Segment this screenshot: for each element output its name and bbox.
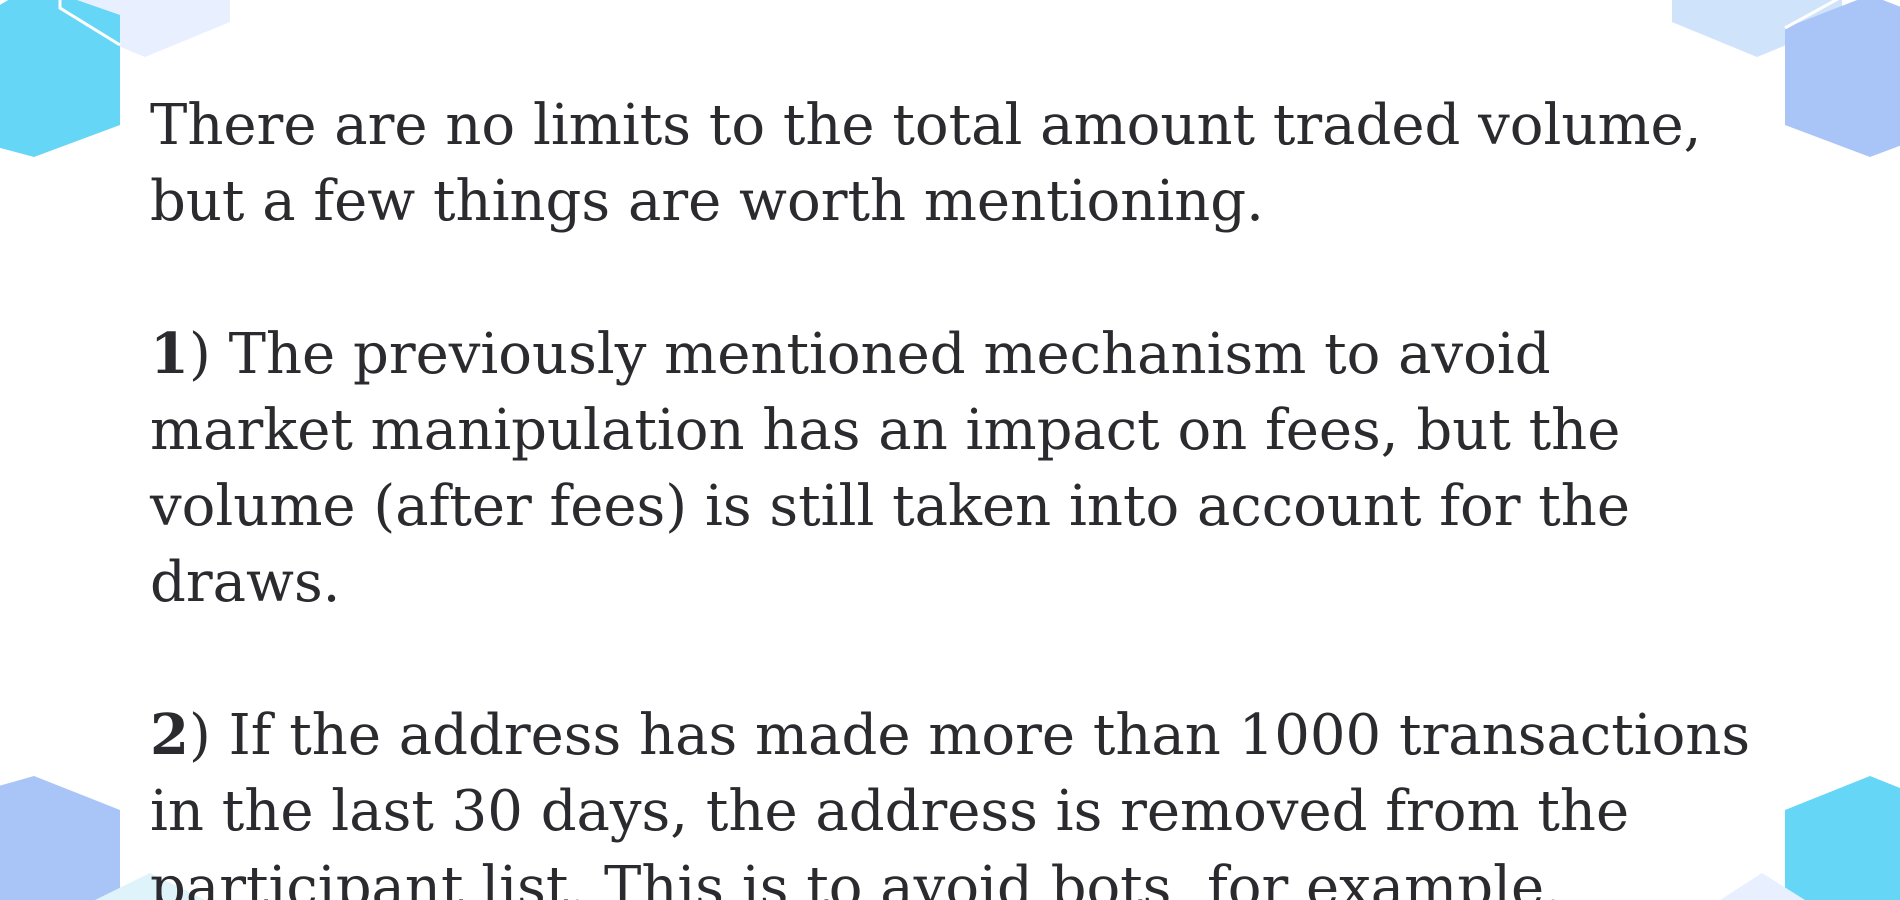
hexagon-outline-top-right (1784, 0, 1840, 30)
hexagon-decoration-top-left-pale (60, 0, 230, 57)
list-item-number: 2 (150, 702, 189, 768)
list-item-2: 2) If the address has made more than 100… (150, 697, 1770, 900)
list-item-1: 1) The previously mentioned mechanism to… (150, 316, 1770, 621)
document-body: There are no limits to the total amount … (150, 88, 1770, 900)
hexagon-decoration-bottom-left-blue (0, 776, 120, 900)
list-item-text: ) The previously mentioned mechanism to … (150, 322, 1630, 615)
hexagon-decoration-top-left-cyan (0, 0, 120, 157)
intro-paragraph: There are no limits to the total amount … (150, 93, 1702, 234)
hexagon-decoration-top-right-light (1672, 0, 1842, 57)
hexagon-decoration-top-right-blue (1785, 0, 1900, 157)
list-item-number: 1 (150, 321, 189, 387)
list-item-text: ) If the address has made more than 1000… (150, 703, 1751, 900)
hexagon-outline-top-left (58, 0, 121, 47)
hexagon-decoration-bottom-right-cyan (1785, 776, 1900, 900)
